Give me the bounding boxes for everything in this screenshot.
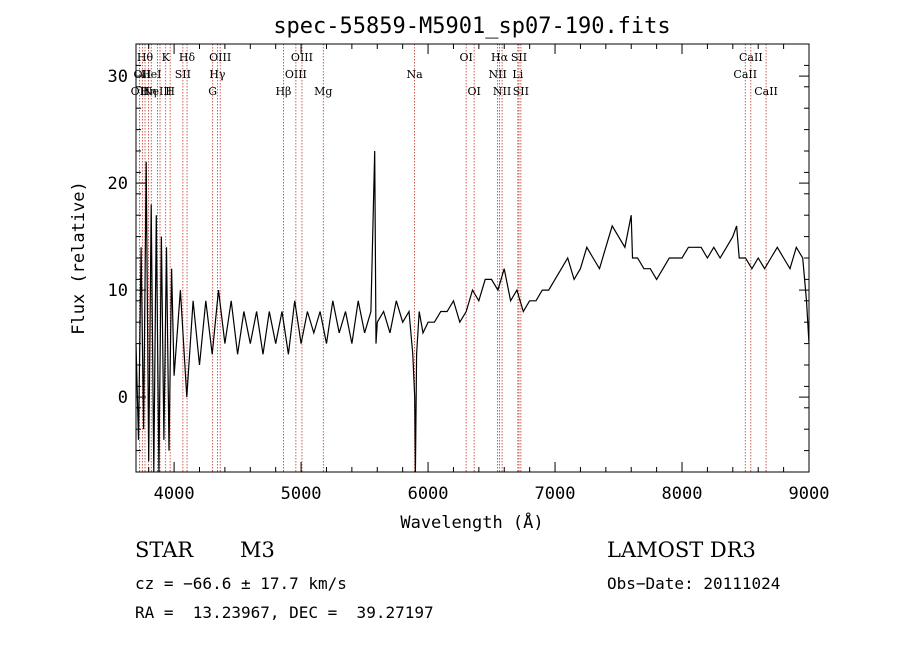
spectrum-chart: spec-55859-M5901_sp07-190.fits Wavelengt… (69, 14, 830, 533)
line-label: Hα (491, 51, 509, 64)
line-label: OI (459, 51, 472, 64)
line-label: HeI (141, 68, 161, 81)
line-label: Hδ (179, 51, 196, 64)
line-label: CaII (754, 85, 778, 98)
object-class: STAR (135, 538, 194, 562)
line-label: SII (513, 85, 529, 98)
coordinates: RA = 13.23967, DEC = 39.27197 (135, 603, 434, 622)
line-label: NII (493, 85, 511, 98)
x-tick-label: 7000 (535, 484, 576, 504)
x-tick-label: 8000 (662, 484, 703, 504)
x-tick-label: 6000 (408, 484, 449, 504)
line-label: Hγ (209, 68, 226, 81)
line-label: NeIII (143, 85, 172, 98)
survey-name: LAMOST DR3 (607, 538, 756, 562)
y-tick-label: 20 (108, 174, 128, 194)
y-tick-label: 10 (108, 281, 128, 301)
plot-frame (135, 43, 810, 473)
line-label: SII (511, 51, 527, 64)
x-axis-label: Wavelength (Å) (400, 511, 543, 533)
spectral-line-labels: OIIOIIHθHηHeINeIIIKHSIIHδGHγOIIIHβOIIIOI… (131, 51, 778, 98)
x-tick-label: 9000 (789, 484, 830, 504)
redshift-velocity: cz = −66.6 ± 17.7 km/s (135, 574, 347, 593)
line-label: NII (488, 68, 506, 81)
line-label: H (165, 85, 175, 98)
line-label: OII (133, 68, 151, 81)
x-axis-ticks: 4000 5000 6000 7000 8000 9000 (148, 44, 830, 504)
line-label: OI (467, 85, 480, 98)
x-tick-label: 4000 (154, 484, 195, 504)
line-label: Na (407, 68, 424, 81)
y-tick-label: 30 (108, 67, 128, 87)
y-axis-label: Flux (relative) (69, 181, 89, 335)
line-label: SII (175, 68, 191, 81)
line-label: K (162, 51, 171, 64)
y-tick-label: 0 (118, 388, 128, 408)
y-axis-ticks: 0 10 20 30 (108, 64, 809, 452)
line-label: OIII (291, 51, 313, 64)
line-label: OIII (209, 51, 231, 64)
line-label: OII (131, 85, 149, 98)
spectral-line-markers (139, 44, 767, 472)
line-label: CaII (733, 68, 757, 81)
spectrum-line (135, 150, 810, 473)
line-label: G (208, 85, 217, 98)
line-label: Hθ (137, 51, 154, 64)
x-tick-label: 5000 (281, 484, 322, 504)
object-subclass: M3 (240, 538, 275, 562)
observation-date: Obs−Date: 20111024 (607, 574, 781, 593)
line-label: Hη (140, 85, 156, 98)
line-label: CaII (739, 51, 763, 64)
line-label: OIII (285, 68, 307, 81)
line-label: Li (512, 68, 523, 81)
line-label: Hβ (275, 85, 291, 98)
line-label: Mg (314, 85, 332, 98)
chart-title: spec-55859-M5901_sp07-190.fits (273, 14, 670, 39)
